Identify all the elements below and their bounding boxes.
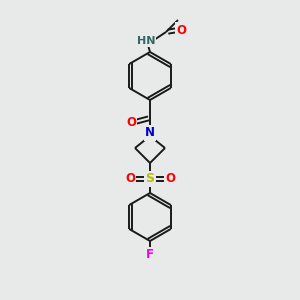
Text: F: F [146, 248, 154, 262]
Text: S: S [146, 172, 154, 185]
Text: O: O [176, 23, 186, 37]
Text: HN: HN [137, 36, 155, 46]
Text: N: N [145, 127, 155, 140]
Text: O: O [125, 172, 135, 185]
Text: O: O [165, 172, 175, 185]
Text: O: O [126, 116, 136, 128]
